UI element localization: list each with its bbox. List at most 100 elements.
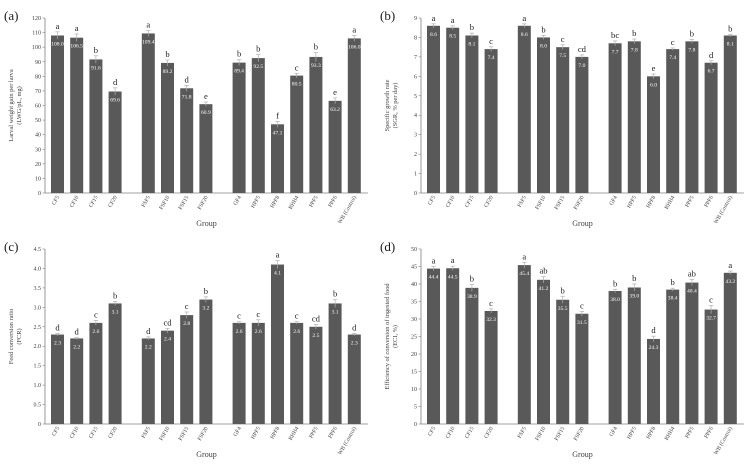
y-tick-label: 0	[414, 191, 417, 197]
significance-letter: d	[352, 322, 357, 332]
bar-hpf5	[251, 322, 265, 424]
bar-cf5	[427, 25, 440, 194]
x-tick-label: WB (Control)	[712, 194, 734, 225]
y-tick-label: 15	[411, 370, 417, 376]
significance-letter: c	[94, 310, 98, 320]
bar-wb-control-	[723, 35, 737, 193]
significance-letter: d	[651, 325, 656, 335]
data-label: 6.7	[708, 69, 715, 75]
bar-cf5	[51, 334, 64, 424]
y-axis-title: Feed conversion ratio(FCR)	[8, 309, 23, 364]
data-label: 3.1	[112, 309, 119, 315]
y-tick-label: 2.5	[34, 325, 42, 331]
chart-panel-a: (a) Larval weight gain per larva(LWG/pL, …	[0, 0, 375, 230]
x-tick-label: HPF8	[270, 426, 282, 440]
x-tick-label: FSF5	[141, 195, 152, 209]
bar-cf20	[108, 303, 122, 424]
chart-svg-b: (b) Specific growth rate(SGR, % per day) 0…	[380, 8, 744, 228]
data-label: 38.4	[668, 296, 678, 302]
x-tick-label: WB (Control)	[712, 425, 734, 456]
significance-letter: b	[470, 273, 474, 283]
significance-letter: c	[489, 298, 493, 308]
bar-cf5	[427, 268, 440, 424]
bar-cf20	[484, 310, 498, 424]
significance-letter: b	[561, 285, 565, 295]
bar-fsf5	[517, 265, 531, 424]
x-tick-label: HPF8	[646, 426, 658, 440]
bar-ppf5	[685, 282, 699, 424]
bar-rhh4	[666, 49, 680, 193]
y-tick-label: 10	[411, 387, 417, 393]
data-label: 45.4	[519, 271, 529, 277]
x-tick-label: RHH4	[664, 195, 677, 211]
bar-fsf15	[556, 47, 570, 193]
significance-letter: b	[314, 42, 318, 52]
significance-letter: b	[470, 22, 474, 32]
y-tick-label: 1	[414, 172, 417, 178]
data-label: 60.9	[201, 110, 211, 116]
significance-letter: a	[451, 255, 455, 265]
y-tick-label: 20	[411, 352, 417, 358]
y-axis-title-line-1: Specific growth rate	[384, 79, 391, 131]
x-tick-label: FSF15	[178, 426, 191, 442]
data-label: 44.5	[448, 274, 458, 280]
significance-letter: ab	[539, 266, 547, 276]
bar-ppf5	[309, 326, 323, 424]
data-label: 8.1	[727, 42, 734, 48]
y-tick-label: 60	[35, 104, 41, 110]
x-tick-label: HPF8	[270, 195, 282, 209]
panel-label: (b)	[380, 8, 395, 23]
significance-letter: b	[165, 49, 169, 59]
bar-hpf8	[271, 264, 284, 424]
data-label: 108.0	[51, 42, 64, 48]
bar-gf4	[608, 43, 622, 194]
x-tick-label: CF10	[69, 195, 81, 209]
significance-letter: d	[146, 326, 151, 336]
data-label: 4.1	[274, 271, 281, 277]
chart-panel-d: (d) Efficiency of conversion of ingested …	[376, 231, 751, 461]
significance-letter: a	[728, 260, 732, 270]
x-tick-label: FSF5	[517, 426, 528, 440]
y-tick-label: 3	[414, 133, 417, 139]
y-tick-label: 5	[414, 94, 417, 100]
significance-letter: c	[185, 301, 189, 311]
significance-letter: b	[671, 277, 675, 287]
significance-letter: a	[352, 25, 356, 35]
y-tick-label: 50	[35, 118, 41, 124]
data-label: 8.6	[521, 32, 528, 38]
y-axis-title: Efficiency of conversion of ingested foo…	[384, 283, 399, 390]
data-label: 2.8	[183, 321, 190, 327]
data-label: 93.3	[311, 63, 321, 69]
y-tick-label: 20	[35, 162, 41, 168]
significance-letter: d	[75, 326, 80, 336]
significance-letter: b	[94, 45, 98, 55]
panel-label: (d)	[380, 239, 395, 254]
bar-gf4	[608, 291, 622, 424]
data-label: 39.0	[629, 294, 639, 300]
data-label: 44.4	[429, 275, 439, 281]
x-tick-label: WB (Control)	[336, 194, 358, 225]
data-label: 7.0	[578, 63, 585, 69]
y-tick-label: 30	[35, 147, 41, 153]
x-tick-label: FSF10	[535, 426, 548, 442]
panel-label: (c)	[4, 239, 18, 254]
data-label: 2.6	[236, 329, 243, 335]
y-tick-label: 25	[411, 335, 417, 341]
bar-cf10	[446, 27, 460, 193]
x-tick-label: HPF5	[626, 195, 638, 209]
bar-fsf15	[180, 88, 194, 193]
x-tick-label: CF15	[464, 426, 476, 440]
x-tick-label: PPF5	[684, 195, 695, 209]
data-label: 24.3	[649, 345, 659, 351]
data-label: 7.4	[669, 55, 676, 61]
data-label: 2.2	[73, 344, 80, 350]
data-label: 3.2	[202, 306, 209, 312]
y-tick-label: 120	[32, 16, 41, 22]
significance-letter: c	[709, 294, 713, 304]
significance-letter: c	[295, 311, 299, 321]
data-label: 32.7	[706, 316, 716, 322]
x-tick-label: CF10	[69, 426, 81, 440]
x-tick-label: PPF6	[328, 426, 339, 440]
chart-svg-d: (d) Efficiency of conversion of ingested …	[380, 239, 744, 459]
chart-panel-b: (b) Specific growth rate(SGR, % per day) 0…	[376, 0, 751, 230]
